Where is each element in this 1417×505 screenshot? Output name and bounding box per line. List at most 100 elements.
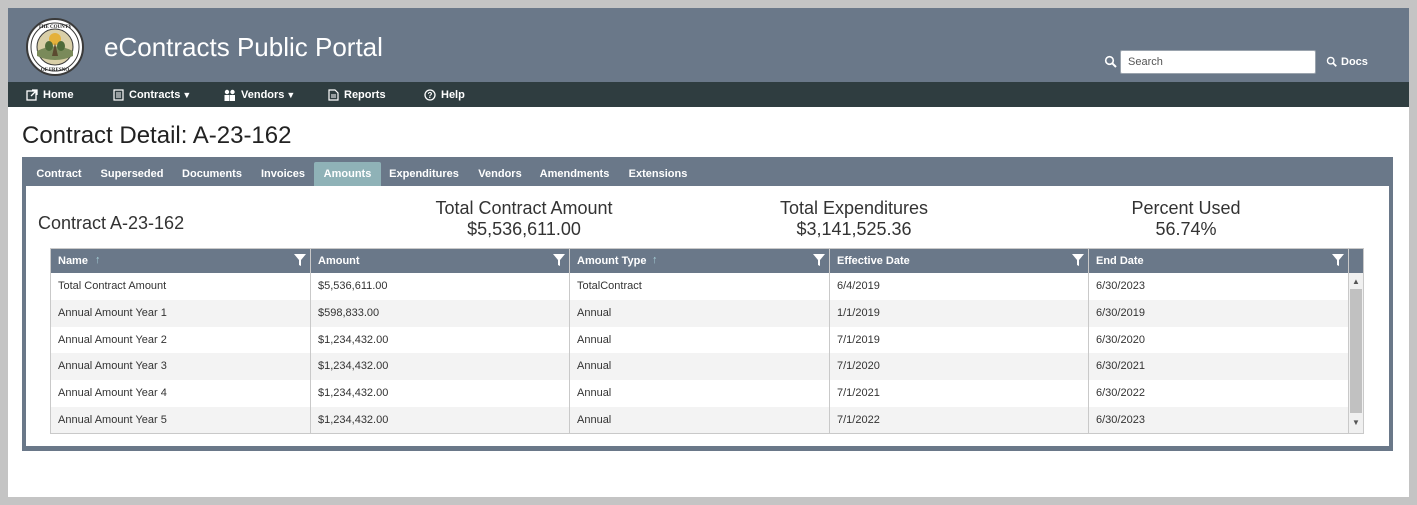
docs-label: Docs <box>1341 56 1368 68</box>
cell-effective-date: 7/1/2020 <box>830 353 1089 380</box>
search-icon <box>1104 55 1117 68</box>
cell-effective-date: 7/1/2022 <box>830 407 1089 433</box>
filter-icon[interactable] <box>553 254 565 266</box>
column-header-name[interactable]: Name ↑ <box>51 249 311 273</box>
cell-end-date: 6/30/2023 <box>1089 273 1349 300</box>
tab-extensions[interactable]: Extensions <box>628 168 688 180</box>
table-row[interactable]: Annual Amount Year 2 $1,234,432.00 Annua… <box>51 327 1349 354</box>
cell-name: Annual Amount Year 2 <box>51 327 311 354</box>
app-title[interactable]: eContracts Public Portal <box>104 32 383 62</box>
page-title: Contract Detail: A-23-162 <box>22 122 292 149</box>
cell-amount: $1,234,432.00 <box>311 380 570 407</box>
stat-label: Total Expenditures <box>779 198 929 218</box>
nav-help[interactable]: ? Help <box>424 82 465 107</box>
external-link-icon <box>26 88 38 101</box>
tab-expenditures[interactable]: Expenditures <box>389 168 459 180</box>
scrollbar-thumb[interactable] <box>1350 289 1362 413</box>
docs-link[interactable]: Docs <box>1326 55 1368 69</box>
column-header-end-date[interactable]: End Date <box>1089 249 1349 273</box>
cell-amount-type: Annual <box>570 300 830 327</box>
site-header: THE COUNTY OF FRESNO eContracts Public P… <box>8 8 1409 82</box>
tab-documents[interactable]: Documents <box>182 168 242 180</box>
browser-page: THE COUNTY OF FRESNO eContracts Public P… <box>8 8 1409 497</box>
grid-scrollbar[interactable]: ▲ ▼ <box>1349 273 1363 433</box>
column-header-amount-type[interactable]: Amount Type ↑ <box>570 249 830 273</box>
nav-contracts[interactable]: Contracts ▼ <box>113 82 191 107</box>
nav-reports[interactable]: Reports <box>328 82 386 107</box>
cell-amount-type: Annual <box>570 353 830 380</box>
filter-icon[interactable] <box>1072 254 1084 266</box>
search-input[interactable] <box>1120 50 1316 74</box>
table-row[interactable]: Annual Amount Year 5 $1,234,432.00 Annua… <box>51 407 1349 433</box>
nav-home-label: Home <box>43 88 74 101</box>
cell-amount-type: Annual <box>570 327 830 354</box>
table-row[interactable]: Total Contract Amount $5,536,611.00 Tota… <box>51 273 1349 300</box>
report-icon <box>328 88 339 101</box>
total-expenditures-stat: Total Expenditures $3,141,525.36 <box>749 198 959 240</box>
scroll-up-arrow-icon[interactable]: ▲ <box>1352 277 1360 286</box>
grid-header: Name ↑ Amount Amount Type ↑ Effecti <box>51 249 1363 273</box>
amounts-grid: Name ↑ Amount Amount Type ↑ Effecti <box>50 248 1364 434</box>
filter-icon[interactable] <box>1332 254 1344 266</box>
cell-name: Annual Amount Year 5 <box>51 407 311 433</box>
nav-vendors-label: Vendors <box>241 88 285 101</box>
cell-amount: $598,833.00 <box>311 300 570 327</box>
tab-vendors[interactable]: Vendors <box>478 168 522 180</box>
total-contract-amount-stat: Total Contract Amount $5,536,611.00 <box>409 198 639 240</box>
stat-value: 56.74% <box>1155 219 1217 239</box>
search-icon <box>1326 56 1337 67</box>
cell-name: Total Contract Amount <box>51 273 311 300</box>
sort-ascending-icon: ↑ <box>652 254 658 266</box>
nav-contracts-label: Contracts <box>129 88 181 101</box>
tab-invoices[interactable]: Invoices <box>260 168 306 180</box>
stat-value: $5,536,611.00 <box>467 219 581 239</box>
county-seal-logo[interactable]: THE COUNTY OF FRESNO <box>26 18 84 76</box>
contract-tab-panel: Contract Superseded Documents Invoices A… <box>22 157 1393 451</box>
cell-amount: $1,234,432.00 <box>311 327 570 354</box>
cell-name: Annual Amount Year 3 <box>51 353 311 380</box>
amounts-tab-content: Contract A-23-162 Total Contract Amount … <box>26 186 1389 446</box>
cell-effective-date: 1/1/2019 <box>830 300 1089 327</box>
cell-end-date: 6/30/2023 <box>1089 407 1349 433</box>
scroll-down-arrow-icon[interactable]: ▼ <box>1352 418 1360 427</box>
caret-down-icon: ▼ <box>286 89 296 100</box>
contract-label: Contract A-23-162 <box>38 213 185 233</box>
cell-effective-date: 7/1/2021 <box>830 380 1089 407</box>
main-nav: Home Contracts ▼ Vendors ▼ <box>8 82 1409 107</box>
table-row[interactable]: Annual Amount Year 4 $1,234,432.00 Annua… <box>51 380 1349 407</box>
caret-down-icon: ▼ <box>182 89 192 100</box>
cell-amount-type: TotalContract <box>570 273 830 300</box>
tab-amounts[interactable]: Amounts <box>314 162 381 186</box>
stat-value: $3,141,525.36 <box>796 219 912 239</box>
cell-name: Annual Amount Year 1 <box>51 300 311 327</box>
sort-ascending-icon: ↑ <box>95 254 101 266</box>
filter-icon[interactable] <box>813 254 825 266</box>
stat-label: Percent Used <box>1131 198 1241 218</box>
document-icon <box>113 88 124 101</box>
table-row[interactable]: Annual Amount Year 1 $598,833.00 Annual … <box>51 300 1349 327</box>
cell-effective-date: 6/4/2019 <box>830 273 1089 300</box>
cell-amount: $1,234,432.00 <box>311 353 570 380</box>
tab-amendments[interactable]: Amendments <box>539 168 610 180</box>
cell-amount-type: Annual <box>570 407 830 433</box>
nav-vendors[interactable]: Vendors ▼ <box>223 82 295 107</box>
help-circle-icon: ? <box>424 88 436 101</box>
tab-superseded[interactable]: Superseded <box>100 168 164 180</box>
cell-amount: $5,536,611.00 <box>311 273 570 300</box>
svg-text:OF FRESNO: OF FRESNO <box>41 68 69 73</box>
tab-contract[interactable]: Contract <box>36 168 82 180</box>
cell-effective-date: 7/1/2019 <box>830 327 1089 354</box>
tab-strip: Contract Superseded Documents Invoices A… <box>22 157 1393 186</box>
users-icon <box>224 89 235 101</box>
svg-text:THE COUNTY: THE COUNTY <box>38 25 72 30</box>
filter-icon[interactable] <box>294 254 306 266</box>
stat-label: Total Contract Amount <box>435 198 613 218</box>
cell-end-date: 6/30/2019 <box>1089 300 1349 327</box>
cell-end-date: 6/30/2022 <box>1089 380 1349 407</box>
cell-end-date: 6/30/2021 <box>1089 353 1349 380</box>
table-row[interactable]: Annual Amount Year 3 $1,234,432.00 Annua… <box>51 353 1349 380</box>
nav-home[interactable]: Home <box>26 82 74 107</box>
column-header-amount[interactable]: Amount <box>311 249 570 273</box>
column-header-effective-date[interactable]: Effective Date <box>830 249 1089 273</box>
cell-end-date: 6/30/2020 <box>1089 327 1349 354</box>
